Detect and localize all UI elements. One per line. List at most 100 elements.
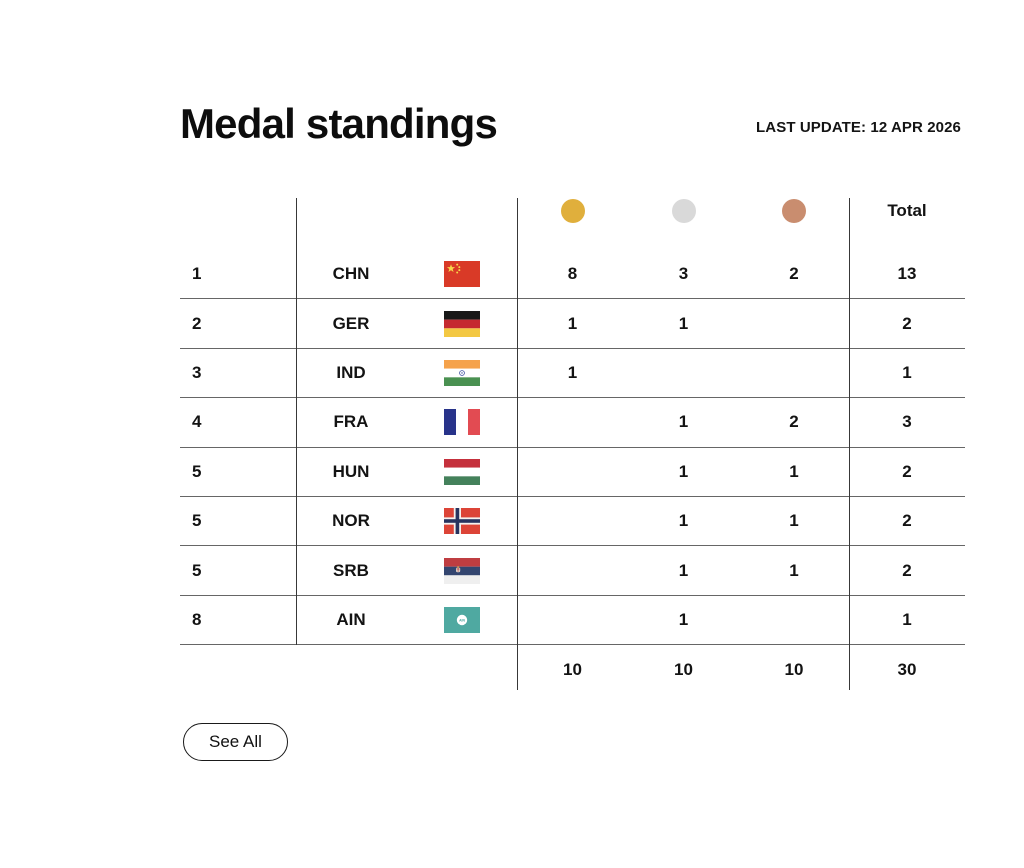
- gold-count: 1: [567, 362, 578, 382]
- flag-hun-icon: [443, 458, 480, 485]
- bronze-count-cell: 2: [739, 264, 849, 284]
- gold-count-cell: 1: [517, 314, 628, 334]
- total-count-cell: 2: [849, 462, 965, 482]
- flag-chn-icon: [443, 261, 480, 288]
- gold-header-cell: [517, 198, 628, 228]
- flag-ind-icon: [443, 359, 480, 386]
- silver-count: 1: [678, 412, 689, 432]
- country-code-cell: HUN: [296, 462, 406, 482]
- country-code-cell: FRA: [296, 412, 406, 432]
- rank-cell: 5: [180, 561, 296, 581]
- medal-table: Total 1 CHN 8 3 2 13 2 GER 1 1 2 3 IND 1…: [180, 198, 965, 694]
- gold-count: 8: [567, 264, 578, 284]
- table-row: 2 GER 1 1 2: [180, 299, 965, 349]
- silver-count-cell: 1: [628, 561, 739, 581]
- rank-value: 2: [192, 313, 202, 333]
- country-code: FRA: [333, 412, 369, 432]
- rank-cell: 1: [180, 264, 296, 284]
- table-row: 5 NOR 1 1 2: [180, 497, 965, 547]
- country-code: AIN: [336, 609, 366, 629]
- rank-cell: 4: [180, 412, 296, 432]
- total-count-cell: 1: [849, 363, 965, 383]
- rank-cell: 5: [180, 462, 296, 482]
- flag-ger-icon: [443, 310, 480, 337]
- silver-count: 3: [678, 264, 689, 284]
- svg-text:AIN: AIN: [459, 618, 465, 622]
- rank-value: 5: [192, 461, 202, 481]
- flag-cell: [406, 458, 517, 485]
- total-count-cell: 2: [849, 511, 965, 531]
- total-header-cell: Total: [849, 198, 965, 224]
- table-vertical-divider-2: [517, 198, 518, 690]
- gold-count-cell: 8: [517, 264, 628, 284]
- table-row: 5 HUN 1 1 2: [180, 448, 965, 497]
- bronze-count: 1: [789, 511, 799, 531]
- country-code-cell: AIN: [296, 610, 406, 630]
- silver-count: 1: [678, 313, 689, 333]
- bronze-count: 1: [789, 461, 799, 481]
- last-update-label: LAST UPDATE: 12 APR 2026: [756, 119, 961, 136]
- flag-nor-icon: [443, 508, 480, 535]
- gold-medal-icon: [560, 199, 585, 223]
- rank-value: 5: [192, 511, 202, 531]
- total-count: 3: [902, 412, 912, 432]
- rank-value: 1: [192, 264, 202, 284]
- bronze-count-cell: 2: [739, 412, 849, 432]
- table-row: 1 CHN 8 3 2 13: [180, 250, 965, 300]
- rank-cell: 2: [180, 314, 296, 334]
- silver-count-cell: 1: [628, 314, 739, 334]
- bronze-total-value: 10: [784, 659, 804, 679]
- table-vertical-divider-1: [296, 198, 297, 645]
- bronze-count-cell: 1: [739, 561, 849, 581]
- total-header-label: Total: [887, 201, 927, 220]
- silver-medal-icon: [671, 199, 696, 223]
- gold-total-value: 10: [563, 659, 582, 679]
- total-count-cell: 2: [849, 561, 965, 581]
- country-code: SRB: [333, 560, 369, 580]
- page-title: Medal standings: [180, 100, 498, 147]
- bronze-count-cell: 1: [739, 462, 849, 482]
- grand-total-value: 30: [897, 659, 917, 679]
- bronze-count-cell: 1: [739, 511, 849, 531]
- bronze-header-cell: [739, 198, 849, 228]
- silver-count-cell: 1: [628, 462, 739, 482]
- bronze-count: 2: [789, 264, 799, 284]
- country-code-cell: SRB: [296, 561, 406, 581]
- flag-cell: [406, 508, 517, 535]
- country-code: GER: [332, 313, 370, 333]
- table-vertical-divider-3: [849, 198, 850, 690]
- country-code-cell: IND: [296, 363, 406, 383]
- bronze-count: 1: [789, 560, 799, 580]
- table-row: 5 SRB 1 1 2: [180, 546, 965, 596]
- total-count-cell: 2: [849, 314, 965, 334]
- silver-count: 1: [678, 609, 689, 629]
- flag-cell: [406, 359, 517, 386]
- country-code-cell: NOR: [296, 511, 406, 531]
- bronze-medal-icon: [782, 199, 806, 223]
- rank-value: 8: [192, 609, 202, 629]
- gold-count: 1: [567, 313, 578, 333]
- total-count: 2: [902, 461, 912, 481]
- silver-total-value: 10: [674, 659, 693, 679]
- see-all-button[interactable]: See All: [183, 723, 288, 761]
- gold-count-cell: 1: [517, 363, 628, 383]
- total-count: 2: [902, 313, 912, 333]
- rank-cell: 3: [180, 363, 296, 383]
- total-count: 13: [897, 264, 917, 284]
- silver-count-cell: 3: [628, 264, 739, 284]
- total-count-cell: 13: [849, 264, 965, 284]
- total-count-cell: 1: [849, 610, 965, 630]
- rank-value: 4: [192, 412, 202, 432]
- country-code: CHN: [332, 264, 370, 284]
- rank-value: 3: [192, 362, 202, 382]
- table-row: 8 AIN AIN 1 1: [180, 596, 965, 646]
- flag-ain-icon: AIN: [443, 606, 480, 633]
- total-count: 2: [902, 511, 912, 531]
- bronze-count: 2: [789, 412, 799, 432]
- flag-cell: AIN: [406, 606, 517, 633]
- total-count: 1: [902, 362, 912, 382]
- table-row: 3 IND 1 1: [180, 349, 965, 399]
- rank-cell: 8: [180, 610, 296, 630]
- country-code-cell: CHN: [296, 264, 406, 284]
